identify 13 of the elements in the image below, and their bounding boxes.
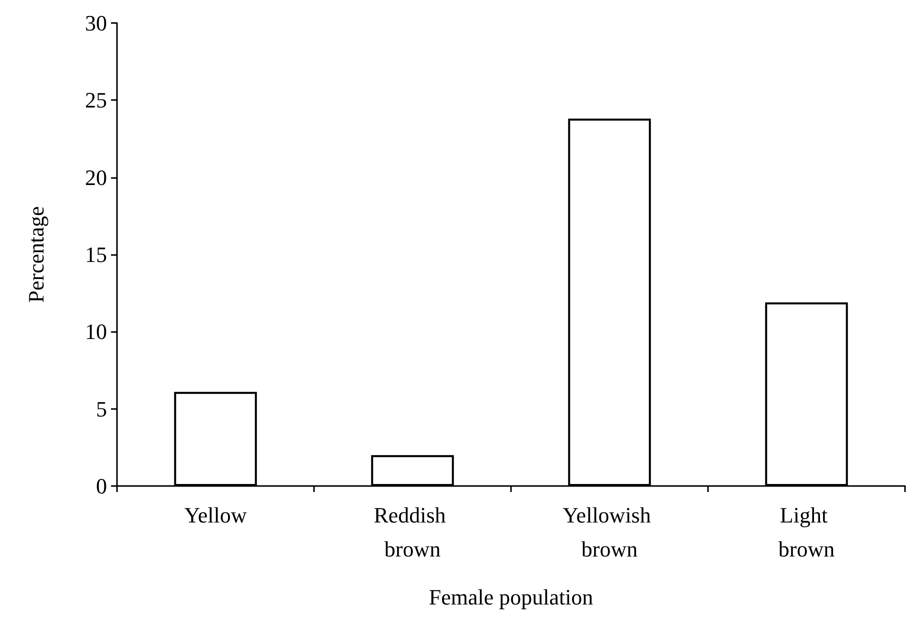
- x-tick-label: Reddish brown: [374, 502, 452, 562]
- y-axis-title: Percentage: [24, 206, 48, 303]
- x-tick-label: Light brown: [778, 502, 835, 562]
- y-tick-label: 15: [85, 242, 107, 267]
- y-tick-label: 20: [85, 164, 107, 190]
- x-axis-title: Female population: [428, 584, 594, 610]
- y-tick-label: 25: [85, 88, 107, 113]
- y-tick-label: 10: [85, 319, 107, 344]
- y-tick-label: 5: [96, 396, 107, 422]
- x-tick-label: Yellow: [184, 502, 247, 528]
- y-tick-label: 0: [96, 474, 107, 498]
- y-tick-label: 30: [85, 10, 107, 36]
- x-tick-label: Yellowish brown: [562, 502, 656, 562]
